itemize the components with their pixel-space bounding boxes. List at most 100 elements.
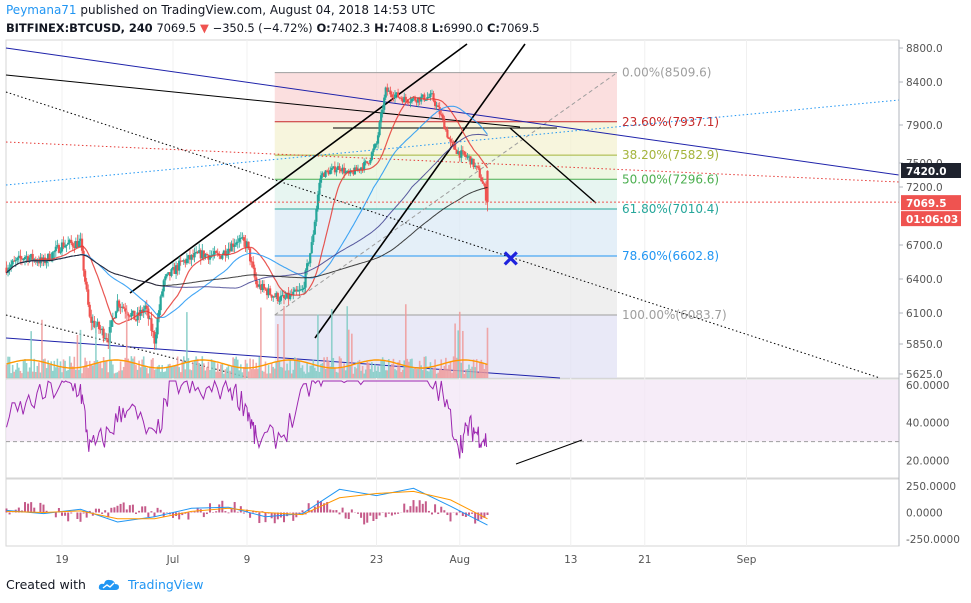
candle [161, 291, 164, 297]
candle [190, 254, 193, 260]
volume-bar [138, 360, 140, 378]
volume-bar [196, 358, 199, 378]
candle [134, 319, 138, 321]
candle [168, 272, 172, 276]
volume-bar [354, 366, 356, 378]
volume-bar [59, 361, 62, 378]
volume-bar [337, 372, 339, 378]
candle [114, 311, 118, 319]
candle [65, 244, 68, 246]
volume-bar [170, 366, 173, 378]
volume-bar [258, 356, 261, 378]
tradingview-brand-link[interactable]: TradingView [127, 577, 204, 592]
volume-bar [486, 327, 489, 378]
volume-bar [178, 367, 180, 378]
price-tick-label: 5625.0 [906, 369, 943, 381]
candle [67, 242, 70, 245]
candle [151, 330, 155, 333]
volume-bar [199, 366, 202, 378]
volume-bar [115, 372, 117, 378]
candle [5, 267, 8, 273]
candle [145, 305, 148, 309]
l-value: 6990.0 [443, 21, 484, 35]
candle [22, 258, 25, 260]
candle [216, 252, 219, 254]
volume-bar [172, 365, 174, 378]
volume-bar [144, 365, 147, 378]
fib-level-label: 38.20%(7582.9) [622, 148, 719, 162]
candle [76, 241, 79, 248]
candle [398, 97, 401, 99]
candle [289, 294, 292, 300]
macd-histogram-bar [418, 500, 421, 513]
volume-bar [250, 369, 253, 378]
volume-bar [403, 360, 406, 378]
author-link[interactable]: Peymana71 [6, 3, 77, 17]
candle [13, 260, 16, 262]
macd-histogram-bar [397, 512, 400, 514]
candle [298, 289, 301, 291]
volume-bar [226, 367, 228, 378]
volume-bar [201, 356, 204, 378]
volume-bar [269, 373, 271, 378]
macd-histogram-bar [449, 512, 452, 522]
volume-bar [34, 371, 37, 378]
volume-bar [16, 362, 19, 378]
volume-bar [104, 360, 106, 378]
candle [165, 274, 168, 277]
candle [193, 252, 196, 258]
volume-bar [388, 359, 390, 378]
candle [278, 300, 281, 302]
fib-level-label: 78.60%(6602.8) [622, 249, 719, 263]
candle [315, 208, 318, 222]
candle [276, 293, 279, 301]
volume-bar [454, 323, 456, 378]
volume-bar [145, 367, 148, 378]
macd-histogram-bar [378, 512, 381, 516]
macd-histogram-bar [455, 512, 458, 516]
volume-bar [21, 373, 23, 378]
candle [167, 272, 170, 275]
volume-bar [443, 365, 446, 378]
candle [37, 261, 40, 264]
candle [208, 255, 212, 260]
symbol-label: BITFINEX:BTCUSD, 240 [6, 21, 153, 35]
candle [329, 170, 332, 175]
candle [366, 161, 369, 164]
volume-bar [224, 369, 227, 378]
candle [270, 294, 273, 298]
candle [164, 276, 167, 281]
macd-histogram-bar [147, 512, 150, 517]
o-label: O: [316, 21, 331, 35]
volume-bar [218, 371, 221, 378]
macd-histogram-bar [101, 512, 104, 514]
macd-histogram-bar [384, 512, 387, 518]
volume-bar [266, 373, 268, 378]
candle [154, 334, 158, 344]
candle [287, 292, 290, 300]
candle [85, 281, 88, 290]
candle [28, 257, 31, 262]
candle [472, 158, 475, 168]
fib-zone [274, 72, 617, 122]
candle [461, 150, 464, 152]
candle [47, 253, 50, 261]
candle [156, 318, 159, 335]
candle [322, 173, 326, 177]
candle [93, 320, 96, 328]
volume-bar [429, 362, 432, 378]
candle [346, 170, 349, 172]
candle [344, 171, 347, 174]
candle [412, 97, 415, 99]
volume-bar [392, 358, 395, 378]
candle [424, 99, 427, 101]
volume-bar [310, 365, 313, 378]
countdown-badge-bg [901, 211, 961, 227]
candle [463, 151, 466, 155]
price-tick-label: 7900.0 [906, 120, 943, 132]
volume-bar [441, 369, 444, 378]
volume-bar [397, 362, 399, 378]
volume-bar [420, 365, 423, 378]
candle [241, 237, 244, 239]
